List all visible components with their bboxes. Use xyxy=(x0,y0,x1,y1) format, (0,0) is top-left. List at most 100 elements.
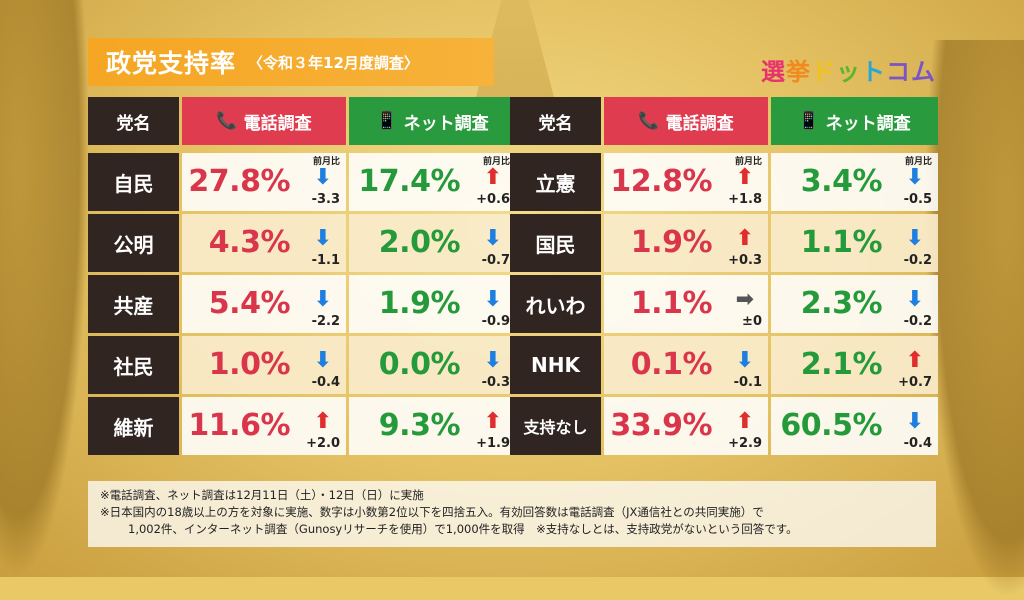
net-survey-cell: 60.5% ⬇ -0.4 xyxy=(771,397,938,455)
party-name: NHK xyxy=(510,336,601,394)
month-change: -0.3 xyxy=(481,375,510,390)
party-name: 共産 xyxy=(88,275,179,333)
month-change: -0.4 xyxy=(311,375,340,390)
footnote: 1,002件、インターネット調査（Gunosyリサーチを使用）で1,000件を取… xyxy=(128,522,798,536)
month-change: -2.2 xyxy=(311,314,340,329)
net-survey-cell: 2.1% ⬆ +0.7 xyxy=(771,336,938,394)
arrow-down-icon: ⬇ xyxy=(313,165,332,190)
net-survey-cell: 1.1% ⬇ -0.2 xyxy=(771,214,938,272)
arrow-up-icon: ⬆ xyxy=(905,348,924,373)
phone-survey-cell: 前月比 12.8% ⬆ +1.8 xyxy=(604,153,768,211)
table-row: 社民 1.0% ⬇ -0.4 0.0% ⬇ -0.3 xyxy=(88,336,516,394)
prev-month-label: 前月比 xyxy=(312,157,340,167)
net-percentage: 3.4% xyxy=(800,164,883,199)
table-header: 党名 📞 電話調査 📱 ネット調査 xyxy=(510,97,938,145)
table-row: 立憲 前月比 12.8% ⬆ +1.8 前月比 3.4% ⬇ -0.5 xyxy=(510,153,938,211)
table-row: れいわ 1.1% ➡ ±0 2.3% ⬇ -0.2 xyxy=(510,275,938,333)
net-percentage: 1.1% xyxy=(800,225,883,260)
header-net-label: ネット調査 xyxy=(403,113,489,134)
table-header: 党名 📞 電話調査 📱 ネット調査 xyxy=(88,97,516,145)
month-change: ±0 xyxy=(742,314,762,329)
background-tree-right xyxy=(924,40,1024,600)
month-change: -0.5 xyxy=(903,192,932,207)
header-net-label: ネット調査 xyxy=(825,113,911,134)
arrow-down-icon: ⬇ xyxy=(905,287,924,312)
net-percentage: 2.0% xyxy=(378,225,461,260)
header-party: 党名 xyxy=(510,97,601,145)
page-title: 政党支持率 xyxy=(106,49,237,78)
phone-percentage: 12.8% xyxy=(610,164,712,199)
net-survey-cell: 1.9% ⬇ -0.9 xyxy=(349,275,516,333)
logo-char: ッ xyxy=(836,58,861,86)
month-change: +0.3 xyxy=(728,253,762,268)
header-phone-survey: 📞 電話調査 xyxy=(182,97,346,145)
phone-survey-cell: 1.0% ⬇ -0.4 xyxy=(182,336,346,394)
net-survey-cell: 2.0% ⬇ -0.7 xyxy=(349,214,516,272)
title-bar: 政党支持率 〈令和３年12月度調査〉 xyxy=(88,38,494,86)
arrow-down-icon: ⬇ xyxy=(735,348,754,373)
month-change: +2.0 xyxy=(306,436,340,451)
footnotes: ※電話調査、ネット調査は12月11日（土）・12日（日）に実施 ※日本国内の18… xyxy=(88,481,936,547)
party-name: 社民 xyxy=(88,336,179,394)
month-change: -0.1 xyxy=(733,375,762,390)
net-percentage: 17.4% xyxy=(358,164,460,199)
smartphone-icon: 📱 xyxy=(798,111,820,131)
logo-char: コム xyxy=(886,58,936,86)
arrow-down-icon: ⬇ xyxy=(905,165,924,190)
header-phone-label: 電話調査 xyxy=(243,113,312,134)
month-change: +1.9 xyxy=(476,436,510,451)
party-name: 支持なし xyxy=(510,397,601,455)
month-change: +0.7 xyxy=(898,375,932,390)
net-percentage: 9.3% xyxy=(378,408,461,443)
page-subtitle: 〈令和３年12月度調査〉 xyxy=(248,53,419,72)
phone-percentage: 27.8% xyxy=(188,164,290,199)
prev-month-label: 前月比 xyxy=(904,157,932,167)
month-change: -0.7 xyxy=(481,253,510,268)
party-name: 公明 xyxy=(88,214,179,272)
brand-logo: 選挙ドットコム xyxy=(761,52,936,87)
footnote: ※電話調査、ネット調査は12月11日（土）・12日（日）に実施 xyxy=(100,488,424,502)
month-change: +1.8 xyxy=(728,192,762,207)
phone-survey-cell: 11.6% ⬆ +2.0 xyxy=(182,397,346,455)
phone-percentage: 11.6% xyxy=(188,408,290,443)
table-row: 維新 11.6% ⬆ +2.0 9.3% ⬆ +1.9 xyxy=(88,397,516,455)
phone-survey-cell: 4.3% ⬇ -1.1 xyxy=(182,214,346,272)
phone-percentage: 33.9% xyxy=(610,408,712,443)
party-name: 立憲 xyxy=(510,153,601,211)
logo-char: 挙 xyxy=(786,58,811,86)
party-name: 維新 xyxy=(88,397,179,455)
phone-percentage: 4.3% xyxy=(208,225,291,260)
phone-percentage: 1.0% xyxy=(208,347,291,382)
footnote: ※日本国内の18歳以上の方を対象に実施、数字は小数第2位以下を四捨五入。有効回答… xyxy=(100,505,764,519)
month-change: +2.9 xyxy=(728,436,762,451)
arrow-down-icon: ⬇ xyxy=(483,287,502,312)
prev-month-label: 前月比 xyxy=(734,157,762,167)
arrow-down-icon: ⬇ xyxy=(905,226,924,251)
arrow-down-icon: ⬇ xyxy=(313,348,332,373)
left-table: 党名 📞 電話調査 📱 ネット調査 自民 前月比 27.8% ⬇ -3.3 前月比 17.4% ⬆ +0.… xyxy=(88,97,516,458)
table-row: 国民 1.9% ⬆ +0.3 1.1% ⬇ -0.2 xyxy=(510,214,938,272)
net-percentage: 0.0% xyxy=(378,347,461,382)
phone-percentage: 5.4% xyxy=(208,286,291,321)
arrow-up-icon: ⬆ xyxy=(483,165,502,190)
arrow-down-icon: ⬇ xyxy=(483,348,502,373)
net-percentage: 60.5% xyxy=(780,408,882,443)
phone-survey-cell: 33.9% ⬆ +2.9 xyxy=(604,397,768,455)
month-change: -3.3 xyxy=(311,192,340,207)
month-change: -1.1 xyxy=(311,253,340,268)
phone-percentage: 0.1% xyxy=(630,347,713,382)
month-change: -0.2 xyxy=(903,314,932,329)
net-survey-cell: 前月比 17.4% ⬆ +0.6 xyxy=(349,153,516,211)
net-survey-cell: 9.3% ⬆ +1.9 xyxy=(349,397,516,455)
phone-percentage: 1.1% xyxy=(630,286,713,321)
phone-survey-cell: 0.1% ⬇ -0.1 xyxy=(604,336,768,394)
phone-survey-cell: 1.9% ⬆ +0.3 xyxy=(604,214,768,272)
header-phone-survey: 📞 電話調査 xyxy=(604,97,768,145)
party-name: れいわ xyxy=(510,275,601,333)
header-phone-label: 電話調査 xyxy=(665,113,734,134)
phone-icon: 📞 xyxy=(216,111,238,131)
prev-month-label: 前月比 xyxy=(482,157,510,167)
phone-icon: 📞 xyxy=(638,111,660,131)
arrow-up-icon: ⬆ xyxy=(735,409,754,434)
header-net-survey: 📱 ネット調査 xyxy=(771,97,938,145)
